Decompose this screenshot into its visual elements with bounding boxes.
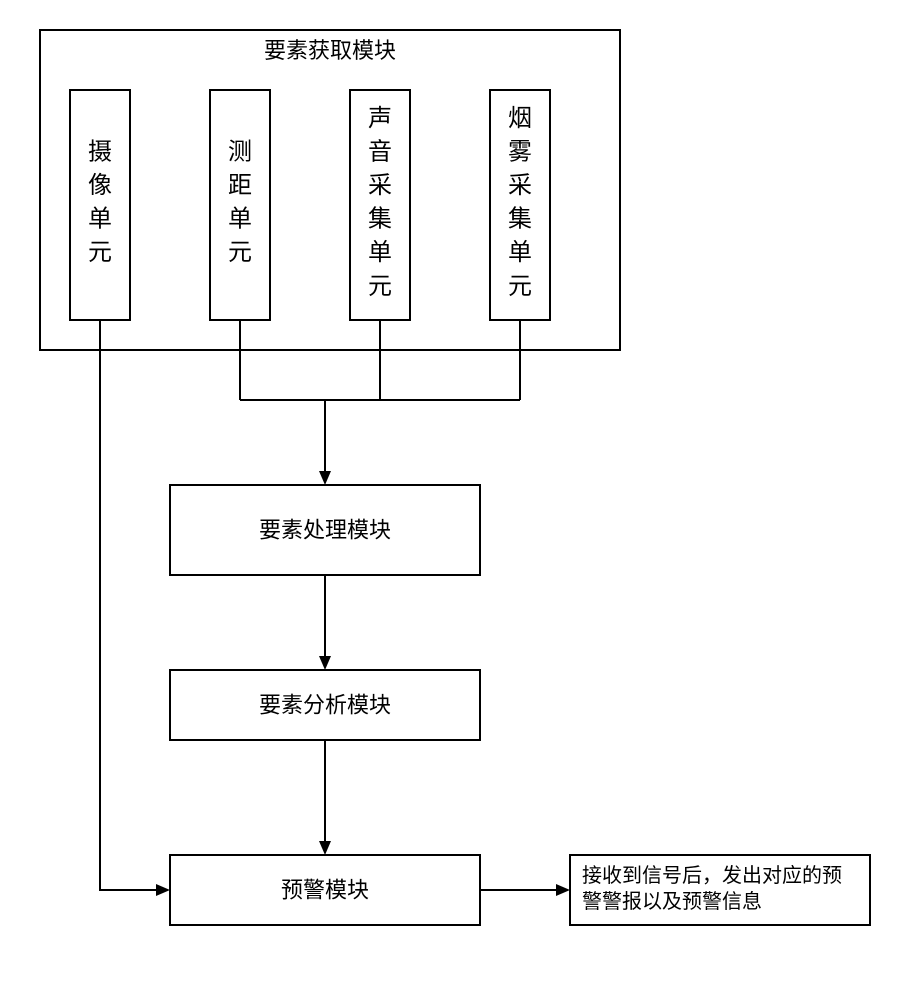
- node-acq_unit_4: 烟雾采集单元: [490, 90, 550, 320]
- node-warning_module: 预警模块: [170, 855, 480, 925]
- node-process_module: 要素处理模块: [170, 485, 480, 575]
- node-label-warning_module: 预警模块: [281, 878, 369, 903]
- node-warning_output: 接收到信号后，发出对应的预警警报以及预警信息: [570, 855, 870, 925]
- node-acq_unit_2: 测距单元: [210, 90, 270, 320]
- node-label-analysis_module: 要素分析模块: [259, 693, 391, 718]
- node-label-acq_module: 要素获取模块: [264, 38, 396, 63]
- edge-e_unit1_to_warning: [100, 320, 156, 890]
- node-analysis_module: 要素分析模块: [170, 670, 480, 740]
- node-acq_unit_3: 声音采集单元: [350, 90, 410, 320]
- node-acq_unit_1: 摄像单元: [70, 90, 130, 320]
- node-label-process_module: 要素处理模块: [259, 518, 391, 543]
